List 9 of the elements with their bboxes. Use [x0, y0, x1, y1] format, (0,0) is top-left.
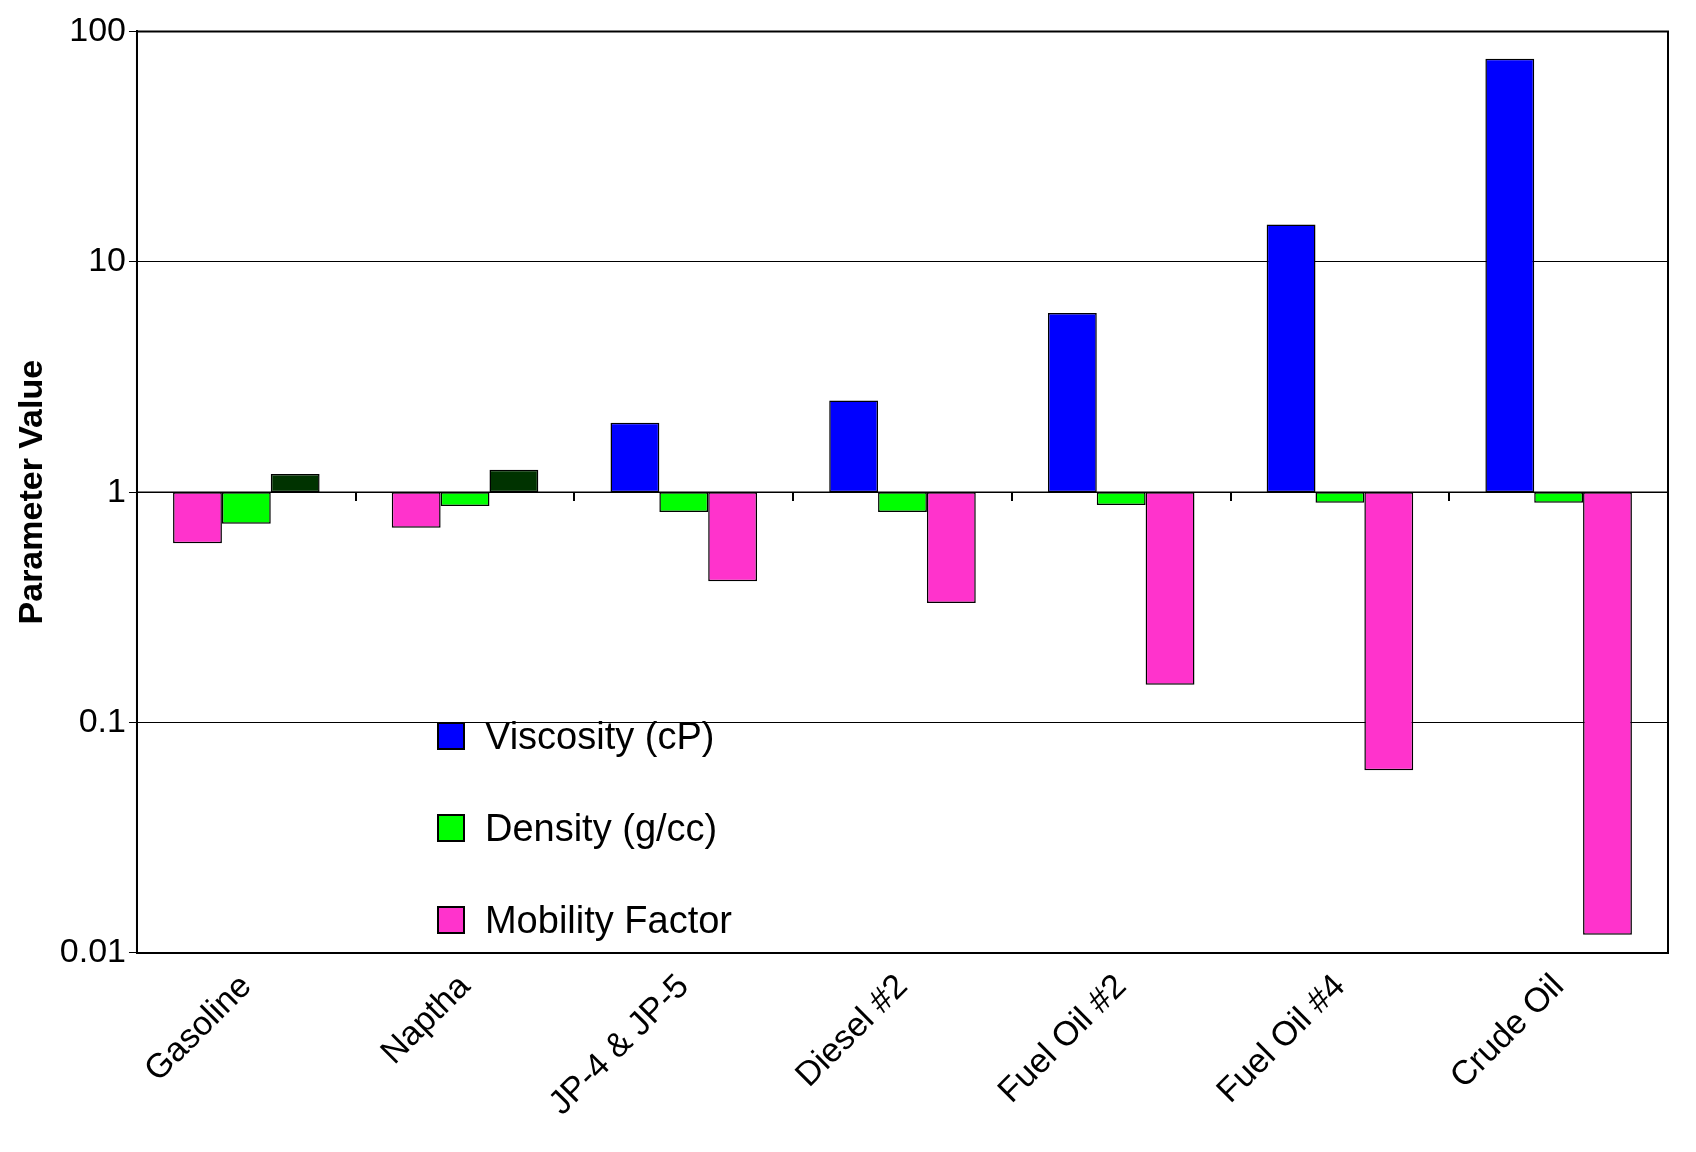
legend-label: Mobility Factor: [484, 898, 733, 942]
y-tick-label: 0.01: [59, 931, 126, 970]
y-tick-label: 10: [88, 240, 126, 279]
y-tick-label: 0.1: [78, 700, 126, 739]
y-axis-title: Parameter Value: [10, 359, 49, 625]
y-tick-label: 100: [69, 9, 126, 48]
legend-label: Viscosity (cP): [484, 714, 715, 758]
y-tick-label: 1: [107, 470, 126, 509]
legend-label: Density (g/cc): [484, 806, 718, 850]
